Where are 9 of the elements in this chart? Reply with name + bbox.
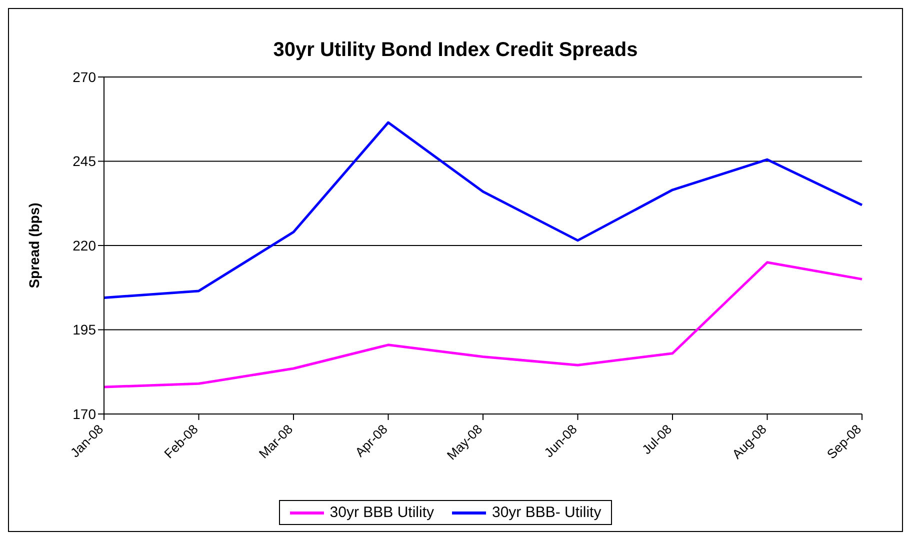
y-tick-label: 195 [72,322,96,338]
legend-label: 30yr BBB- Utility [491,504,602,521]
legend-label: 30yr BBB Utility [328,504,434,521]
y-tick-label: 245 [72,153,96,170]
chart-title: 30yr Utility Bond Index Credit Spreads [272,39,639,62]
y-tick-label: 220 [72,237,96,254]
y-tick-label: 170 [72,406,96,422]
y-tick-label: 270 [72,68,96,85]
y-axis-title: Spread (bps) [26,202,42,288]
